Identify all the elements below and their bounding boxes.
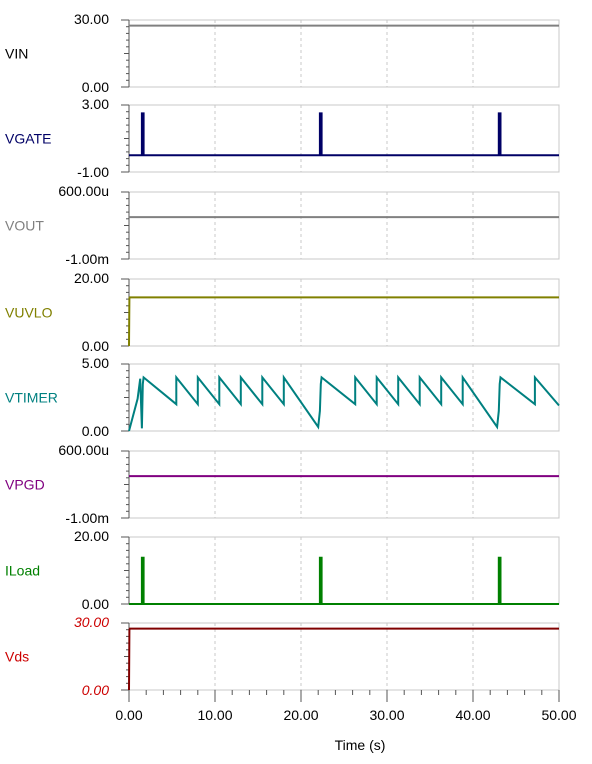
panel-vds: 30.00 0.00 Vds xyxy=(5,614,560,698)
panels-group: 30.00 0.00 VIN 3.00 -1.00 VGATE 600.00u -1.00m V… xyxy=(5,11,560,698)
y-tick-label-bottom: -1.00 xyxy=(77,164,109,180)
panel-frame xyxy=(128,363,560,432)
panel-frame xyxy=(128,536,560,605)
panel-frame xyxy=(128,450,560,519)
series-line-vuvlo xyxy=(128,296,559,347)
y-tick-label-bottom: 0.00 xyxy=(82,596,109,612)
series-label: VTIMER xyxy=(5,390,58,406)
y-tick-label-top: 20.00 xyxy=(74,270,109,286)
series-label: VPGD xyxy=(5,477,45,493)
series-label: VUVLO xyxy=(5,305,53,321)
panel-vuvlo: 20.00 0.00 VUVLO xyxy=(5,270,560,354)
y-tick-label-top: 30.00 xyxy=(74,11,109,27)
series-label: ILoad xyxy=(5,563,40,579)
x-tick-label: 20.00 xyxy=(283,707,318,723)
x-tick-label: 40.00 xyxy=(455,707,490,723)
panel-frame xyxy=(128,622,560,691)
y-tick-label-bottom: -1.00m xyxy=(65,251,109,267)
y-tick-label-top: 600.00u xyxy=(58,442,109,458)
x-tick-label: 30.00 xyxy=(369,707,404,723)
y-tick-label-bottom: 0.00 xyxy=(82,423,109,439)
x-axis-label: Time (s) xyxy=(335,737,386,753)
x-tick-label: 0.00 xyxy=(115,707,142,723)
panel-iload: 20.00 0.00 ILoad xyxy=(5,528,560,612)
series-label: Vds xyxy=(5,649,29,665)
y-tick-label-top: 5.00 xyxy=(82,355,109,371)
y-tick-label-top: 3.00 xyxy=(82,96,109,112)
y-tick-label-bottom: 0.00 xyxy=(82,79,109,95)
y-tick-label-bottom: 0.00 xyxy=(82,338,109,354)
y-tick-label-bottom: -1.00m xyxy=(65,510,109,526)
panel-vout: 600.00u -1.00m VOUT xyxy=(5,183,560,267)
panel-frame xyxy=(128,19,560,88)
panel-frame xyxy=(128,278,560,347)
x-tick-label: 50.00 xyxy=(541,707,576,723)
series-label: VOUT xyxy=(5,218,44,234)
y-tick-label-top: 30.00 xyxy=(74,614,109,630)
x-axis: 0.00 10.00 20.00 30.00 40.00 50.00 xyxy=(115,690,577,723)
series-line-iload xyxy=(129,556,559,605)
y-tick-label-top: 600.00u xyxy=(58,183,109,199)
series-label: VGATE xyxy=(5,131,51,147)
series-line-vgate xyxy=(129,112,559,157)
panel-vgate: 3.00 -1.00 VGATE xyxy=(5,96,560,180)
y-tick-label-top: 20.00 xyxy=(74,528,109,544)
series-label: VIN xyxy=(5,46,28,62)
series-line-vds xyxy=(128,627,559,691)
panel-vin: 30.00 0.00 VIN xyxy=(5,11,560,95)
y-tick-label-bottom: 0.00 xyxy=(82,682,109,698)
x-tick-label: 10.00 xyxy=(197,707,232,723)
panel-frame xyxy=(128,104,560,173)
panel-vtimer: 5.00 0.00 VTIMER xyxy=(5,355,560,439)
panel-vpgd: 600.00u -1.00m VPGD xyxy=(5,442,560,526)
series-line-vtimer xyxy=(128,374,560,432)
panel-frame xyxy=(128,191,560,260)
